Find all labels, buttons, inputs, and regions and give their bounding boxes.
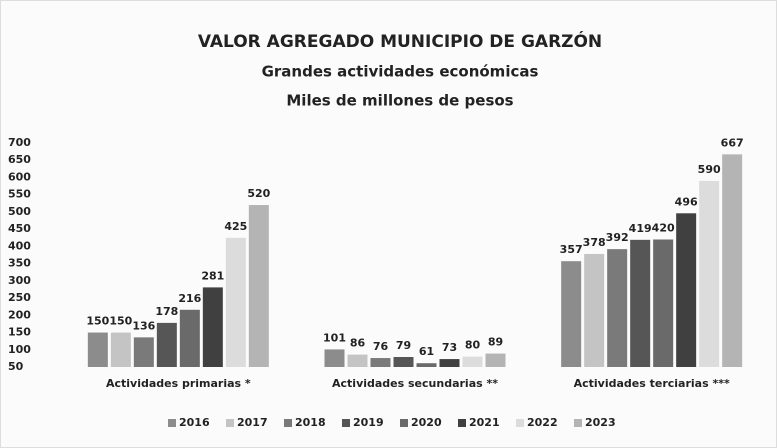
bar xyxy=(630,239,651,367)
data-label: 150 xyxy=(109,315,132,328)
legend-swatch xyxy=(574,419,582,427)
data-label: 392 xyxy=(606,231,629,244)
legend-label: 2017 xyxy=(237,416,268,429)
bar xyxy=(133,337,154,367)
bar xyxy=(584,253,605,367)
legend-label: 2019 xyxy=(353,416,384,429)
data-label: 520 xyxy=(247,187,270,200)
data-label: 420 xyxy=(652,221,675,234)
bar xyxy=(87,332,108,367)
bar xyxy=(416,363,437,367)
legend-swatch xyxy=(226,419,234,427)
data-label: 496 xyxy=(675,195,698,208)
data-label: 178 xyxy=(155,305,178,318)
y-tick-label: 600 xyxy=(8,170,31,183)
legend-label: 2023 xyxy=(585,416,616,429)
y-tick-label: 250 xyxy=(8,291,31,304)
data-label: 101 xyxy=(323,331,346,344)
bar xyxy=(179,309,200,367)
data-label: 73 xyxy=(442,341,457,354)
chart-subtitle: Miles de millones de pesos xyxy=(286,92,513,110)
legend-swatch xyxy=(400,419,408,427)
y-tick-label: 450 xyxy=(8,222,31,235)
bar xyxy=(393,357,414,367)
data-label: 61 xyxy=(419,345,434,358)
bar xyxy=(248,205,269,367)
y-tick-label: 150 xyxy=(8,326,31,339)
data-label: 89 xyxy=(488,336,503,349)
bar xyxy=(110,332,131,367)
y-tick-label: 550 xyxy=(8,188,31,201)
bar xyxy=(676,213,697,367)
legend-swatch xyxy=(342,419,350,427)
data-label: 667 xyxy=(721,136,744,149)
bar xyxy=(225,237,246,367)
legend-label: 2022 xyxy=(527,416,558,429)
legend-swatch xyxy=(284,419,292,427)
bar xyxy=(607,249,628,367)
data-label: 86 xyxy=(350,337,366,350)
chart-subtitle: Grandes actividades económicas xyxy=(262,63,539,81)
bar xyxy=(202,287,223,367)
bar xyxy=(347,354,368,367)
bar xyxy=(324,349,345,367)
x-tick-label: Actividades terciarias *** xyxy=(574,377,730,390)
legend-label: 2018 xyxy=(295,416,326,429)
legend-swatch xyxy=(458,419,466,427)
bar xyxy=(439,359,460,367)
bar xyxy=(699,180,720,367)
bar xyxy=(370,358,391,367)
data-label: 419 xyxy=(629,222,652,235)
bar xyxy=(156,322,177,367)
y-tick-label: 200 xyxy=(8,308,31,321)
legend-label: 2020 xyxy=(411,416,442,429)
legend-swatch xyxy=(168,419,176,427)
data-label: 76 xyxy=(373,340,389,353)
data-label: 590 xyxy=(698,163,721,176)
data-label: 425 xyxy=(224,220,247,233)
y-tick-label: 50 xyxy=(8,360,24,373)
y-tick-label: 500 xyxy=(8,205,31,218)
bar xyxy=(561,261,582,367)
data-label: 216 xyxy=(178,292,201,305)
y-tick-label: 300 xyxy=(8,274,31,287)
legend-label: 2021 xyxy=(469,416,500,429)
x-tick-label: Actividades primarias * xyxy=(106,377,251,390)
legend-swatch xyxy=(516,419,524,427)
chart-title: VALOR AGREGADO MUNICIPIO DE GARZÓN xyxy=(198,30,602,52)
bar xyxy=(462,356,483,367)
y-tick-label: 350 xyxy=(8,257,31,270)
y-tick-label: 400 xyxy=(8,239,31,252)
x-tick-label: Actividades secundarias ** xyxy=(332,377,498,390)
data-label: 378 xyxy=(583,236,606,249)
bar xyxy=(485,353,506,367)
data-label: 80 xyxy=(465,339,481,352)
data-label: 357 xyxy=(560,243,583,256)
data-label: 136 xyxy=(132,319,155,332)
legend-label: 2016 xyxy=(179,416,210,429)
bar xyxy=(653,239,674,367)
y-tick-label: 700 xyxy=(8,136,31,149)
data-label: 281 xyxy=(201,269,224,282)
bar xyxy=(722,154,743,367)
data-label: 79 xyxy=(396,339,411,352)
y-tick-label: 100 xyxy=(8,343,31,356)
y-tick-label: 650 xyxy=(8,153,31,166)
data-label: 150 xyxy=(86,315,109,328)
